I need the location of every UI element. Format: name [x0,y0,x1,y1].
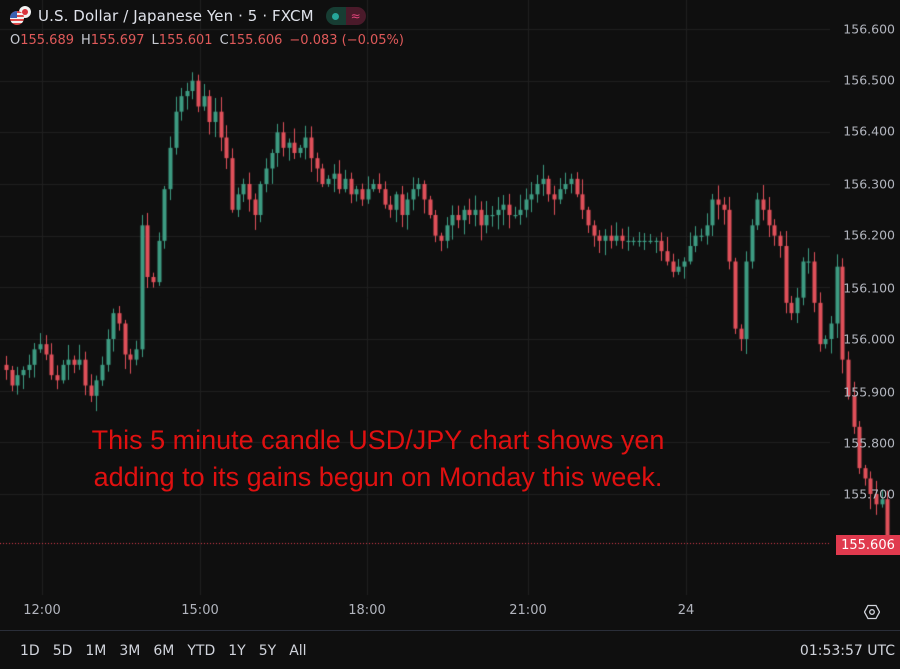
range-6m-button[interactable]: 6M [153,643,175,659]
price-label: 155.900 [843,384,895,400]
utc-clock[interactable]: 01:53:57 UTC [799,643,895,659]
chart-settings-icon[interactable] [864,604,880,620]
ohlc-legend: O155.689 H155.697 L155.601 C155.606 −0.0… [10,33,404,48]
range-3m-button[interactable]: 3M [119,643,141,659]
range-1d-button[interactable]: 1D [20,643,40,659]
price-label: 156.000 [843,331,895,347]
high-value: 155.697 [90,33,145,48]
time-label: 15:00 [181,603,219,618]
date-range-selector: 1D 5D 1M 3M 6M YTD 1Y 5Y All [20,643,320,659]
price-label: 156.600 [843,21,895,37]
range-all-button[interactable]: All [289,643,307,659]
price-label: 156.400 [843,123,895,139]
change-value: −0.083 (−0.05%) [289,33,404,48]
market-status-badge[interactable]: ≈ [325,7,366,25]
time-label: 24 [677,603,695,618]
range-1y-button[interactable]: 1Y [228,643,246,659]
range-ytd-button[interactable]: YTD [187,643,216,659]
range-5y-button[interactable]: 5Y [258,643,277,659]
range-5d-button[interactable]: 5D [52,643,73,659]
annotation-line-1: This 5 minute candle USD/JPY chart shows… [91,425,665,455]
indicator-icon: ≈ [345,7,366,25]
range-bar-divider [0,630,900,631]
symbol-header[interactable]: U.S. Dollar / Japanese Yen · 5 · FXCM ≈ [10,6,366,26]
price-label: 156.500 [843,72,895,88]
price-label: 155.700 [843,486,895,502]
usd-jpy-flags-icon [10,6,32,26]
open-label: O [10,33,21,48]
last-price-tag: 155.606 [836,535,900,555]
open-value: 155.689 [20,33,74,48]
time-label: 12:00 [23,603,61,618]
annotation-line-2: adding to its gains begun on Monday this… [93,462,663,492]
range-1m-button[interactable]: 1M [85,643,107,659]
price-label: 156.100 [843,280,895,296]
price-label: 155.800 [843,435,895,451]
low-label: L [151,33,159,48]
time-label: 21:00 [509,603,547,618]
low-value: 155.601 [158,33,213,48]
close-value: 155.606 [228,33,283,48]
chart-annotation: This 5 minute candle USD/JPY chart shows… [38,422,718,496]
price-label: 156.300 [843,176,895,192]
symbol-title[interactable]: U.S. Dollar / Japanese Yen · 5 · FXCM [38,7,314,25]
market-open-dot-icon [325,7,346,25]
high-label: H [81,33,91,48]
candlestick-chart[interactable] [0,0,900,630]
price-label: 156.200 [843,227,895,243]
close-label: C [219,33,229,48]
time-label: 18:00 [348,603,386,618]
